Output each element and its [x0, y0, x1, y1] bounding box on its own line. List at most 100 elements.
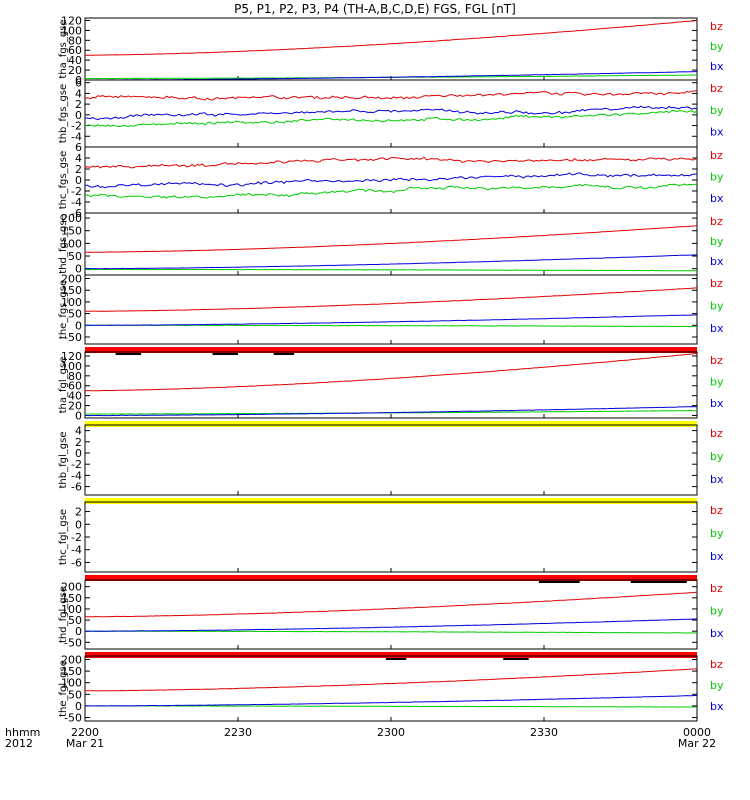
series-line-bz — [84, 156, 698, 169]
flag-bar — [85, 652, 697, 658]
series-line-bz — [84, 591, 698, 618]
y-tick-label: 2 — [75, 506, 82, 519]
series-line-by — [84, 705, 697, 708]
y-tick-label: 0 — [75, 263, 82, 276]
legend-bx: bx — [710, 397, 724, 410]
y-tick-label: -4 — [71, 469, 82, 482]
x-tick-sublabel: Mar 21 — [66, 737, 104, 750]
y-tick-label: -50 — [64, 636, 82, 649]
y-tick-label: 0 — [75, 174, 82, 187]
panel-frame — [84, 655, 698, 722]
y-tick-label: -6 — [71, 556, 82, 569]
legend-bx: bx — [710, 192, 724, 205]
flag-segment — [115, 353, 142, 355]
legend-bz: bz — [710, 82, 723, 95]
legend-by: by — [710, 527, 724, 540]
series-line-by — [84, 183, 698, 199]
series-line-by — [84, 268, 697, 272]
y-tick-label: 100 — [61, 24, 82, 37]
legend-by: by — [710, 679, 724, 692]
y-tick-label: 100 — [61, 360, 82, 373]
x-corner-label-hhmm: hhmm — [5, 726, 40, 739]
legend-bz: bz — [710, 277, 723, 290]
y-tick-label: -50 — [64, 331, 82, 344]
y-tick-label: 150 — [61, 284, 82, 297]
y-tick-label: 6 — [75, 141, 82, 154]
y-tick-label: 60 — [68, 380, 82, 393]
y-tick-label: 150 — [61, 225, 82, 238]
y-tick-label: 200 — [61, 212, 82, 225]
panel-frame — [84, 146, 698, 214]
legend-bx: bx — [710, 700, 724, 713]
panel-frame — [84, 17, 698, 81]
y-tick-label: 2 — [75, 436, 82, 449]
y-tick-label: 200 — [61, 653, 82, 666]
y-tick-label: 150 — [61, 592, 82, 605]
y-tick-label: -2 — [71, 458, 82, 471]
x-tick-label: 2200 — [71, 726, 99, 739]
panel-frame — [84, 579, 698, 650]
series-line-bz — [84, 90, 698, 101]
y-tick-label: 20 — [68, 400, 82, 413]
y-tick-label: 200 — [61, 273, 82, 286]
legend-bx: bx — [710, 60, 724, 73]
legend-bz: bz — [710, 427, 723, 440]
y-tick-label: 6 — [75, 77, 82, 90]
y-tick-label: 120 — [61, 350, 82, 363]
series-line-by — [84, 109, 698, 128]
y-tick-label: 50 — [68, 614, 82, 627]
series-line-bz — [84, 352, 698, 392]
y-tick-label: 100 — [61, 237, 82, 250]
y-tick-label: -50 — [64, 712, 82, 725]
y-axis-label: the_fgl_gse — [58, 660, 69, 717]
y-tick-label: 40 — [68, 54, 82, 67]
y-axis-label: thb_fgl_gse — [58, 432, 69, 489]
y-tick-label: -2 — [71, 185, 82, 198]
y-tick-label: -2 — [71, 531, 82, 544]
series-line-bz — [85, 225, 698, 253]
y-tick-label: 0 — [75, 410, 82, 423]
y-tick-label: 100 — [61, 677, 82, 690]
flag-bar — [85, 421, 697, 427]
y-tick-label: 50 — [68, 250, 82, 263]
y-axis-label: thc_fgl_gse — [58, 509, 69, 565]
x-tick-label: 2230 — [224, 726, 252, 739]
panel-frame — [84, 79, 698, 148]
y-tick-label: 2 — [75, 98, 82, 111]
panel-thc_fgl_gse: -6-4-202 thc_fgl_gse bz by bx — [58, 501, 724, 583]
series-line-bx — [85, 254, 698, 270]
y-tick-label: -2 — [71, 120, 82, 133]
legend-bx: bx — [710, 473, 724, 486]
y-tick-label: 40 — [68, 390, 82, 403]
flag-segment — [503, 658, 529, 660]
legend-bz: bz — [710, 215, 723, 228]
legend-bz: bz — [710, 20, 723, 33]
y-tick-label: 0 — [75, 447, 82, 460]
flag-segment — [630, 581, 687, 583]
series-line-bx — [85, 172, 698, 189]
chart-title: P5, P1, P2, P3, P4 (TH-A,B,C,D,E) FGS, F… — [234, 2, 516, 16]
y-tick-label: 0 — [75, 625, 82, 638]
legend-bx: bx — [710, 322, 724, 335]
series-line-by — [85, 630, 697, 634]
y-tick-label: 4 — [75, 425, 82, 438]
legend-bx: bx — [710, 255, 724, 268]
legend-by: by — [710, 450, 724, 463]
y-tick-label: 0 — [75, 74, 82, 87]
y-tick-label: 120 — [61, 14, 82, 27]
legend-by: by — [710, 235, 724, 248]
y-tick-label: -6 — [71, 481, 82, 494]
series-line-bx — [85, 406, 697, 417]
y-tick-label: 100 — [61, 603, 82, 616]
y-tick-label: 4 — [75, 152, 82, 165]
legend-by: by — [710, 605, 724, 618]
x-tick-label: 2330 — [530, 726, 558, 739]
y-tick-label: 0 — [75, 109, 82, 122]
y-tick-label: 2 — [75, 163, 82, 176]
